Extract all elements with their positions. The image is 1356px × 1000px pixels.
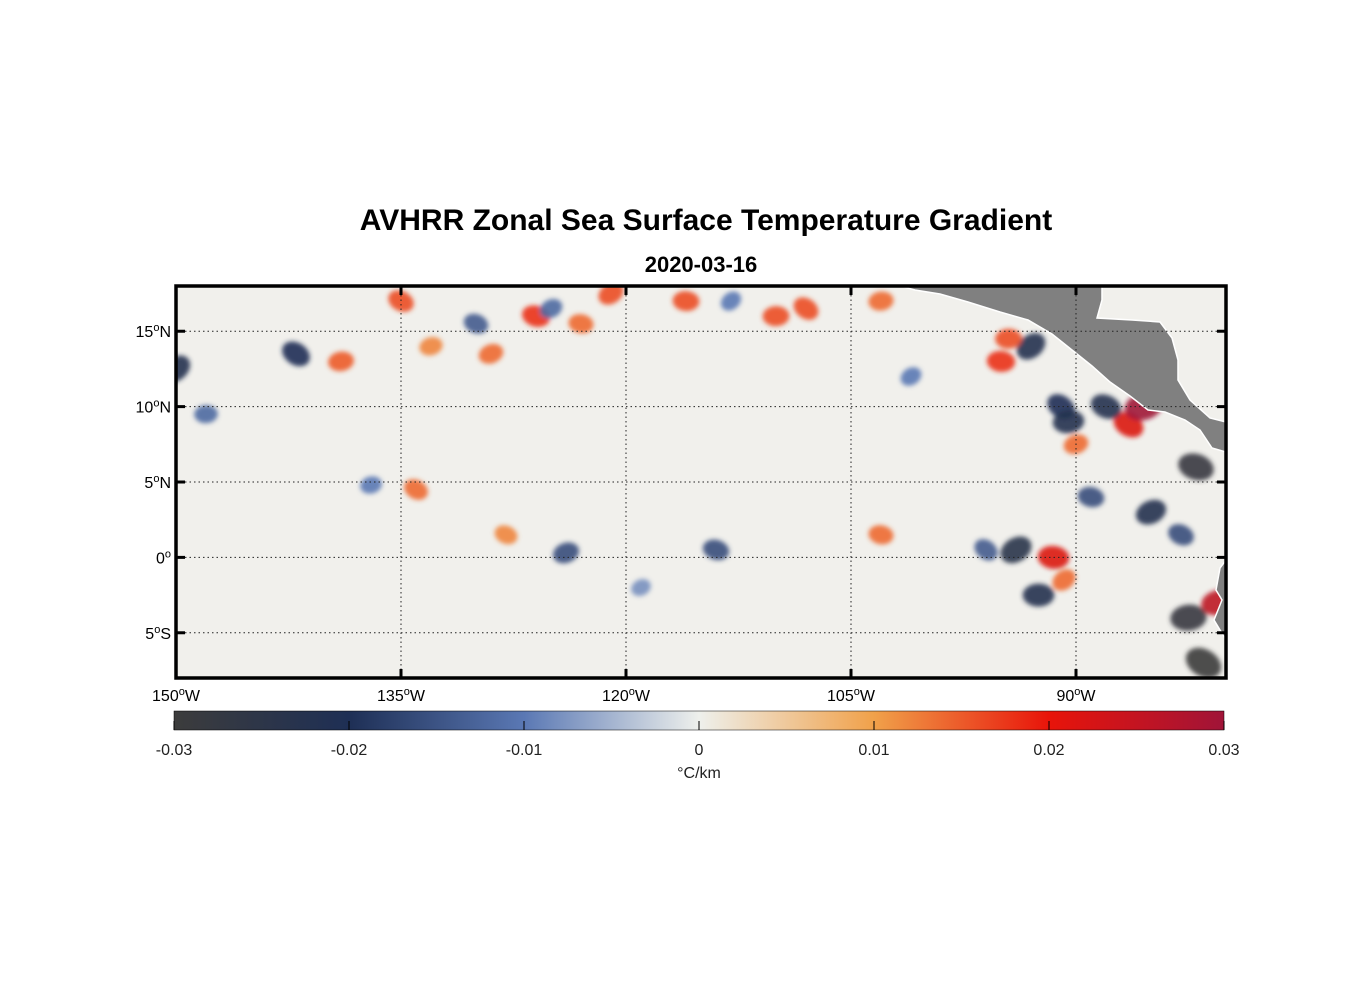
colorbar-tick-label: 0.03 xyxy=(1208,742,1239,759)
colorbar-tick-label: -0.01 xyxy=(506,742,543,759)
gradient-anomaly xyxy=(404,479,428,500)
gradient-anomaly xyxy=(360,476,382,494)
gradient-anomaly xyxy=(419,337,443,356)
map-date: 2020-03-16 xyxy=(644,252,758,277)
land-south-america xyxy=(1213,558,1226,642)
gradient-anomaly xyxy=(1052,569,1076,591)
colorbar-tick-label: 0.02 xyxy=(1033,742,1064,759)
gradient-anomaly xyxy=(672,291,700,312)
gradient-anomaly xyxy=(552,542,580,564)
map-title: AVHRR Zonal Sea Surface Temperature Grad… xyxy=(359,204,1053,237)
gradient-anomaly xyxy=(598,286,624,305)
lon-tick-label: 105oW xyxy=(827,686,876,705)
gradient-anomaly xyxy=(328,351,354,372)
gradient-anomaly xyxy=(1022,583,1055,607)
lon-tick-label: 150oW xyxy=(152,686,201,705)
gradient-anomaly xyxy=(720,291,742,311)
colorbar-unit-label: °C/km xyxy=(677,765,721,782)
gradient-anomaly xyxy=(1170,604,1207,631)
gradient-anomaly xyxy=(631,579,651,597)
gradient-anomaly xyxy=(1000,536,1032,564)
land xyxy=(899,286,1226,642)
gradient-anomaly xyxy=(1185,647,1222,678)
gradient-anomaly xyxy=(1135,499,1167,525)
gradient-anomaly xyxy=(388,290,414,312)
gradient-anomaly xyxy=(539,298,563,319)
gradient-anomaly xyxy=(1016,333,1046,360)
gradient-anomaly xyxy=(494,525,518,545)
colorbar-tick-label: -0.03 xyxy=(156,742,193,759)
gradient-anomaly xyxy=(793,297,819,320)
ocean-background xyxy=(176,286,1226,678)
lon-tick-label: 135oW xyxy=(377,686,426,705)
land-central-america xyxy=(899,286,1226,453)
gradient-anomaly xyxy=(1052,410,1085,434)
lat-tick-label: 0o xyxy=(156,548,171,567)
gradient-anomaly xyxy=(868,291,894,311)
gradient-anomaly xyxy=(568,314,594,334)
gradient-anomaly xyxy=(1077,486,1105,508)
gradient-anomaly xyxy=(194,405,218,424)
gradient-anomaly xyxy=(1201,589,1226,616)
gradient-anomaly xyxy=(463,313,489,334)
lon-tick-label: 90oW xyxy=(1056,686,1096,705)
colorbar-tick-label: -0.02 xyxy=(331,742,368,759)
lat-tick-label: 5oS xyxy=(145,624,171,643)
gradient-anomaly xyxy=(1168,524,1194,546)
gradient-anomaly xyxy=(282,341,310,367)
colorbar-tick-label: 0.01 xyxy=(858,742,889,759)
gradient-anomaly xyxy=(1090,394,1122,419)
gradient-anomaly xyxy=(478,343,504,364)
lat-tick-label: 15oN xyxy=(136,322,171,341)
lon-tick-label: 120oW xyxy=(602,686,651,705)
colorbar-ticks: -0.03 -0.02 -0.01 0 0.01 0.02 0.03 xyxy=(156,721,1240,759)
gradient-anomaly xyxy=(986,350,1016,372)
lat-tick-label: 10oN xyxy=(136,398,171,417)
gradient-anomaly xyxy=(868,525,894,545)
gradient-anomaly xyxy=(762,306,790,327)
gradient-anomaly xyxy=(995,328,1022,349)
lat-tick-label: 5oN xyxy=(144,473,171,492)
axis-ticks: 150oW 135oW 120oW 105oW 90oW 15oN 10oN 5oN 0o 5oS xyxy=(136,286,1226,705)
gradient-anomaly xyxy=(702,539,730,561)
gradient-anomaly xyxy=(974,539,998,561)
gradient-anomaly xyxy=(176,355,191,383)
colorbar-tick-label: 0 xyxy=(695,742,704,759)
gradient-anomaly xyxy=(900,367,922,386)
gradient-anomaly xyxy=(1178,453,1214,481)
